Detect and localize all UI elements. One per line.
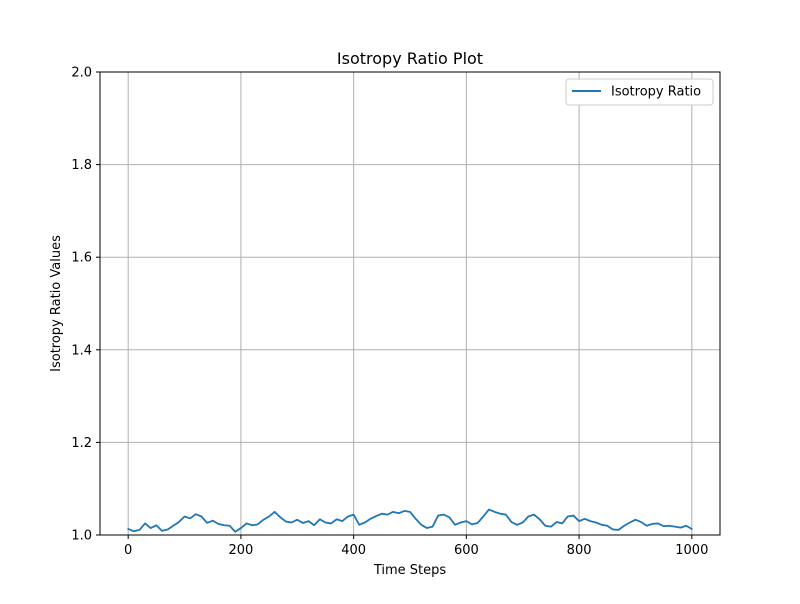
plot-frame bbox=[99, 71, 721, 536]
y-tick-label: 1.4 bbox=[71, 343, 92, 358]
y-tick-label: 1.0 bbox=[71, 529, 92, 544]
x-tick-label: 600 bbox=[454, 543, 479, 558]
x-tick-label: 1000 bbox=[675, 543, 708, 558]
x-tick-label: 200 bbox=[228, 543, 253, 558]
grid-lines bbox=[100, 71, 720, 536]
chart-title: Isotropy Ratio Plot bbox=[337, 49, 483, 68]
legend-box bbox=[565, 78, 714, 106]
x-tick-label: 0 bbox=[124, 543, 132, 558]
series-line-isotropy-ratio bbox=[127, 508, 693, 533]
y-tick-label: 2.0 bbox=[71, 66, 92, 81]
tick-layer: 0 200 400 600 800 1000 1.0 1.2 1.4 1.6 1.8 2.0 bbox=[71, 66, 708, 559]
legend: Isotropy Ratio bbox=[565, 78, 714, 106]
y-axis-label: Isotropy Ratio Values bbox=[49, 235, 64, 372]
x-tick-label: 400 bbox=[341, 543, 366, 558]
y-tick-label: 1.8 bbox=[71, 158, 92, 173]
y-tick-label: 1.2 bbox=[71, 436, 92, 451]
x-tick-label: 800 bbox=[567, 543, 592, 558]
series-layer bbox=[127, 508, 693, 533]
x-axis-label: Time Steps bbox=[373, 563, 447, 578]
y-tick-label: 1.6 bbox=[71, 251, 92, 266]
legend-entry-isotropy-ratio: Isotropy Ratio bbox=[611, 85, 701, 100]
